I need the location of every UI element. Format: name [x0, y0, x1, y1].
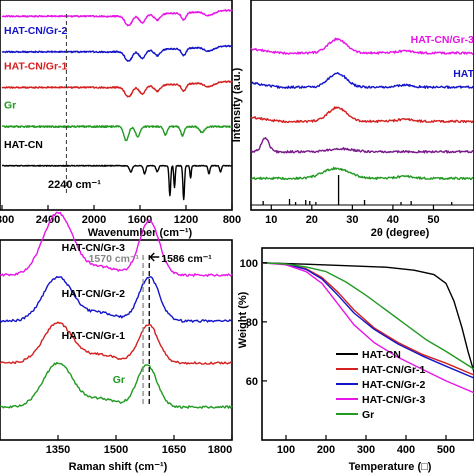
tga-legend-hat-cn-gr-2: HAT-CN/Gr-2 — [362, 379, 426, 391]
tga-legend-gr: Gr — [362, 409, 374, 421]
ftir-label-hat-cn-gr-2: HAT-CN/Gr-2 — [4, 25, 68, 37]
raman-series-hat-cn-gr-3 — [0, 211, 233, 277]
xrd-series-trace-4 — [250, 166, 474, 181]
tga-plot-frame — [261, 247, 474, 441]
xrd-xtick-30: 30 — [346, 214, 358, 226]
ftir-xtick-800: 800 — [223, 214, 241, 226]
xrd-ylabel: Intensity (a.u.) — [231, 67, 243, 142]
ftir-label-gr: Gr — [4, 100, 16, 112]
raman-label-gr: Gr — [113, 374, 125, 386]
tga-series-hat-cn-gr-2 — [261, 262, 474, 379]
raman-xtick-1500: 1500 — [104, 444, 128, 456]
ftir-label-hat-cn-gr-1: HAT-CN/Gr-1 — [4, 60, 68, 72]
ftir-xtick-2800: 2800 — [0, 214, 14, 226]
tga-series-hat-cn-gr-3 — [261, 262, 474, 394]
xrd-panel: HAT-CN/Gr-3 HAT 10 20 30 40 50 Intensity (a.u… — [231, 0, 474, 239]
raman-label-hat-cn-gr-2: HAT-CN/Gr-2 — [62, 288, 126, 300]
ftir-plot-frame — [0, 0, 233, 211]
raman-xlabel: Raman shift (cm⁻¹) — [69, 461, 168, 473]
ftir-series-hat-cn-gr-3 — [1, 9, 233, 27]
tga-ylabel: Weight (%) — [237, 291, 249, 348]
ftir-series-hat-cn — [1, 164, 233, 201]
tga-legend-hat-cn: HAT-CN — [362, 349, 401, 361]
tga-ytick-80: 80 — [246, 317, 258, 329]
tga-xtick-400: 400 — [397, 444, 415, 456]
ftir-series-gr — [1, 125, 233, 142]
xrd-series-hat-cn-gr-3 — [250, 37, 474, 55]
xrd-series-trace-2 — [250, 106, 474, 124]
xrd-xlabel: 2θ (degree) — [371, 227, 430, 239]
ftir-panel: HAT-CN/Gr-3 HAT-CN/Gr-2 HAT-CN/Gr-1 Gr HAT-C… — [0, 0, 241, 239]
xrd-xtick-50: 50 — [427, 214, 439, 226]
tga-xtick-300: 300 — [357, 444, 375, 456]
ftir-series-hat-cn-gr-1 — [1, 80, 233, 98]
ftir-series-hat-cn-gr-2 — [1, 44, 233, 62]
raman-series-hat-cn-gr-2 — [0, 275, 233, 323]
tga-xtick-100: 100 — [277, 444, 295, 456]
ftir-label-hat-cn: HAT-CN — [4, 139, 43, 151]
xrd-plot-frame — [250, 0, 474, 211]
xrd-xtick-10: 10 — [265, 214, 277, 226]
raman-series-hat-cn-gr-1 — [0, 321, 232, 365]
xrd-series-hat — [250, 72, 474, 89]
tga-ytick-60: 60 — [246, 376, 258, 388]
tga-series-hat-cn — [261, 262, 474, 373]
tga-legend-hat-cn-gr-1: HAT-CN/Gr-1 — [362, 364, 426, 376]
raman-label-hat-cn-gr-1: HAT-CN/Gr-1 — [62, 330, 126, 342]
tga-xtick-200: 200 — [317, 444, 335, 456]
raman-shift-arrow — [149, 252, 160, 262]
ftir-xtick-1200: 1200 — [174, 214, 198, 226]
ftir-annotation: 2240 cm⁻¹ — [48, 179, 101, 191]
raman-panel: HAT-CN/Gr-3 HAT-CN/Gr-2 HAT-CN/Gr-1 Gr 1570 … — [0, 211, 233, 473]
raman-annotation-1570: 1570 cm⁻¹ — [89, 253, 140, 265]
raman-label-hat-cn-gr-3: HAT-CN/Gr-3 — [62, 242, 126, 254]
ftir-xlabel: Wavenumber (cm⁻¹) — [88, 227, 193, 239]
tga-xlabel: Temperature (□) — [349, 461, 432, 473]
tga-panel: HAT-CN HAT-CN/Gr-1 HAT-CN/Gr-2 HAT-CN/Gr-3 G… — [237, 247, 474, 473]
tga-legend-hat-cn-gr-3: HAT-CN/Gr-3 — [362, 394, 426, 406]
tga-xtick-500: 500 — [437, 444, 455, 456]
ftir-xtick-2400: 2400 — [36, 214, 60, 226]
raman-xtick-1800: 1800 — [208, 444, 232, 456]
xrd-xtick-20: 20 — [306, 214, 318, 226]
raman-xtick-1650: 1650 — [162, 444, 186, 456]
raman-annotation-1586: 1586 cm⁻¹ — [161, 253, 212, 265]
ftir-label-hat-cn-gr-3: HAT-CN/Gr-3 — [4, 0, 68, 1]
ftir-xtick-2000: 2000 — [82, 214, 106, 226]
tga-ytick-100: 100 — [240, 258, 258, 270]
xrd-label-hat-cn-gr-3: HAT-CN/Gr-3 — [411, 34, 474, 46]
xrd-label-hat: HAT — [453, 68, 474, 80]
xrd-series-trace-3 — [250, 137, 474, 154]
raman-series-gr — [0, 361, 233, 409]
raman-xtick-1350: 1350 — [46, 444, 70, 456]
xrd-xtick-40: 40 — [387, 214, 399, 226]
tga-series-gr — [261, 262, 474, 370]
